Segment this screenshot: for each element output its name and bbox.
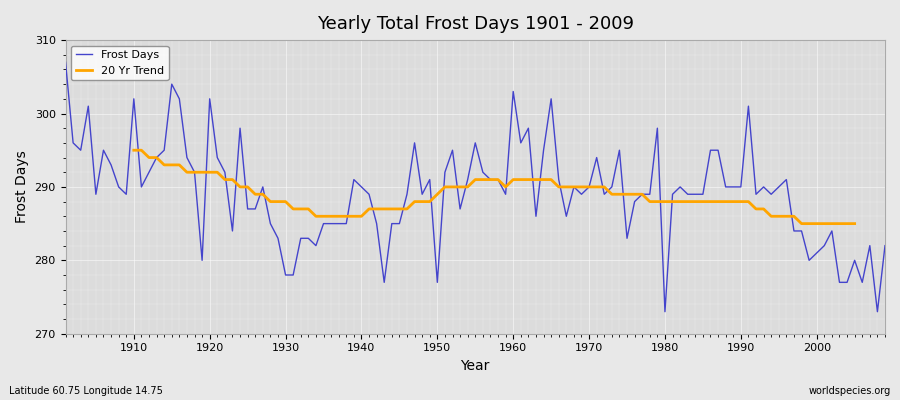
20 Yr Trend xyxy=(439,184,450,189)
20 Yr Trend xyxy=(516,177,526,182)
Legend: Frost Days, 20 Yr Trend: Frost Days, 20 Yr Trend xyxy=(71,46,168,80)
Line: Frost Days: Frost Days xyxy=(66,62,885,312)
X-axis label: Year: Year xyxy=(461,359,490,373)
20 Yr Trend xyxy=(129,148,140,153)
20 Yr Trend xyxy=(788,214,799,219)
Frost Days xyxy=(333,221,344,226)
Line: 20 Yr Trend: 20 Yr Trend xyxy=(134,150,855,224)
Frost Days xyxy=(660,309,670,314)
Frost Days xyxy=(288,273,299,278)
Frost Days xyxy=(879,243,890,248)
Title: Yearly Total Frost Days 1901 - 2009: Yearly Total Frost Days 1901 - 2009 xyxy=(317,15,634,33)
20 Yr Trend xyxy=(227,177,238,182)
Frost Days xyxy=(60,60,71,64)
Text: worldspecies.org: worldspecies.org xyxy=(809,386,891,396)
20 Yr Trend xyxy=(850,221,860,226)
Y-axis label: Frost Days: Frost Days xyxy=(15,150,29,223)
20 Yr Trend xyxy=(492,177,503,182)
Frost Days xyxy=(508,89,518,94)
20 Yr Trend xyxy=(333,214,344,219)
Text: Latitude 60.75 Longitude 14.75: Latitude 60.75 Longitude 14.75 xyxy=(9,386,163,396)
Frost Days xyxy=(598,192,609,197)
Frost Days xyxy=(121,192,131,197)
Frost Days xyxy=(500,192,511,197)
20 Yr Trend xyxy=(796,221,807,226)
